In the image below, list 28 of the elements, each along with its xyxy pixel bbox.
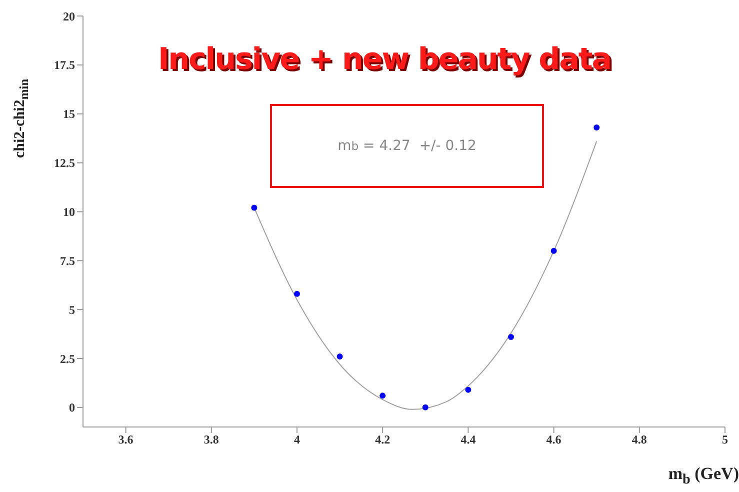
- y-tick-label: 0: [69, 400, 75, 415]
- point: [422, 404, 428, 410]
- x-tick-label: 4.4: [460, 432, 476, 447]
- x-tick-label: 4: [294, 432, 300, 447]
- x-tick-label: 4.6: [546, 432, 562, 447]
- x-tick-label: 3.8: [204, 432, 219, 447]
- point: [594, 124, 600, 131]
- y-tick-label: 17.5: [54, 58, 75, 72]
- x-tick-label: 5: [722, 432, 728, 447]
- y-tick-label: 15: [63, 107, 75, 122]
- text: Inclusive + new beauty data: [158, 42, 611, 77]
- y-tick-label: 2.5: [60, 352, 75, 366]
- y-tick-label: 12.5: [54, 156, 75, 170]
- y-tick-label: 20: [63, 9, 75, 24]
- y-tick-label: 5: [69, 302, 75, 317]
- point: [294, 290, 300, 297]
- point: [465, 386, 472, 393]
- point: [380, 392, 386, 399]
- point: [550, 248, 557, 254]
- x-tick-label: 3.6: [118, 432, 134, 447]
- point: [508, 334, 514, 340]
- x-axis-title: m$_{b}$ (GeV): [668, 464, 739, 488]
- x-tick-label: 4.8: [632, 432, 647, 447]
- point: [251, 204, 258, 211]
- y-tick-label: 10: [63, 204, 75, 219]
- point: [336, 354, 343, 360]
- y-tick-label: 7.5: [60, 254, 75, 268]
- x-tick-label: 4.2: [375, 432, 390, 447]
